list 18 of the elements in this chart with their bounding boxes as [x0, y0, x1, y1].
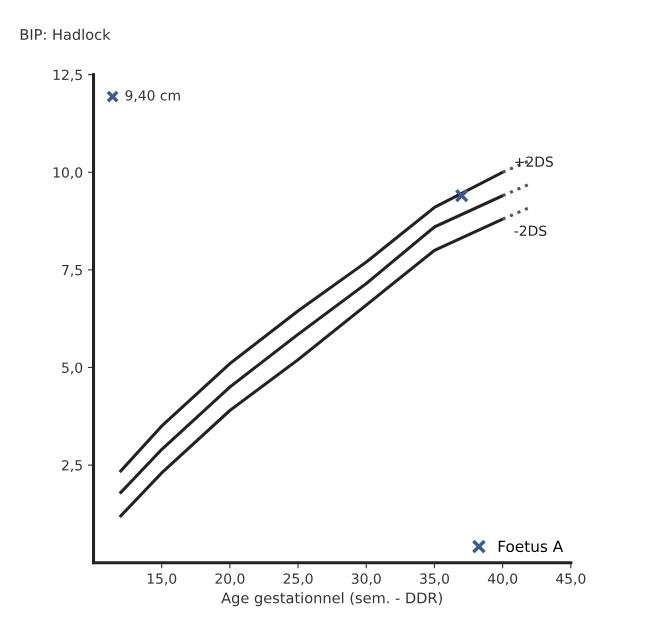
y-tick-label: 12,5	[54, 70, 82, 82]
y-tick-label: 7,5	[62, 265, 82, 277]
x-tick-label: 25,0	[284, 573, 313, 586]
y-tick-label: 2,5	[62, 460, 82, 472]
series-label: +2DS	[515, 156, 553, 167]
x-tick-label: 40,0	[488, 573, 518, 586]
y-tick-label: 5,0	[62, 362, 82, 374]
x-tick-label: 45,0	[556, 573, 586, 586]
x-tick-label: 20,0	[215, 573, 244, 586]
x-tick-label: 35,0	[420, 573, 449, 586]
legend-label: Foetus A	[498, 540, 564, 552]
annotation: 9,40 cm	[125, 90, 180, 102]
x-axis-title: Age gestationnel (sem. - DDR)	[221, 592, 442, 606]
x-tick-label: 15,0	[148, 573, 176, 586]
x-tick-label: 30,0	[352, 573, 381, 586]
chart-title: BIP: Hadlock	[20, 28, 111, 40]
y-tick-label: 10,0	[54, 167, 82, 180]
series-label: -2DS	[514, 225, 546, 236]
